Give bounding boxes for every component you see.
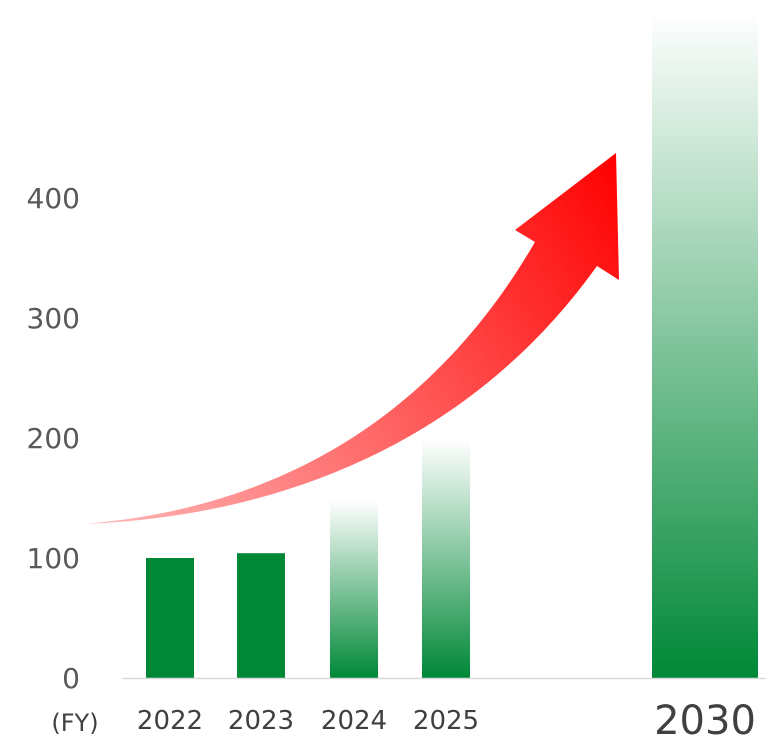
bar-2025 xyxy=(422,440,470,678)
x-tick-label-2023: 2023 xyxy=(228,706,294,736)
x-tick-label-2022: 2022 xyxy=(137,706,203,736)
y-tick-label: 200 xyxy=(27,422,80,455)
y-tick-label: 300 xyxy=(27,302,80,335)
y-axis-ticks: 0 100 200 300 400 xyxy=(27,182,80,695)
x-tick-label-2024: 2024 xyxy=(321,706,387,736)
x-tick-label-2030: 2030 xyxy=(654,698,756,744)
y-tick-label: 100 xyxy=(27,542,80,575)
bar-2030 xyxy=(652,12,758,678)
bar-2023 xyxy=(237,553,285,678)
y-tick-label: 400 xyxy=(27,182,80,215)
x-unit-label: (FY) xyxy=(51,709,98,737)
x-axis-ticks: 2022 2023 2024 2025 2030 xyxy=(137,698,756,744)
y-tick-label: 0 xyxy=(62,662,80,695)
x-tick-label-2025: 2025 xyxy=(413,706,479,736)
bar-2024 xyxy=(330,500,378,678)
bar-2022 xyxy=(146,558,194,678)
growth-arrow xyxy=(85,153,619,524)
bars xyxy=(146,12,758,678)
